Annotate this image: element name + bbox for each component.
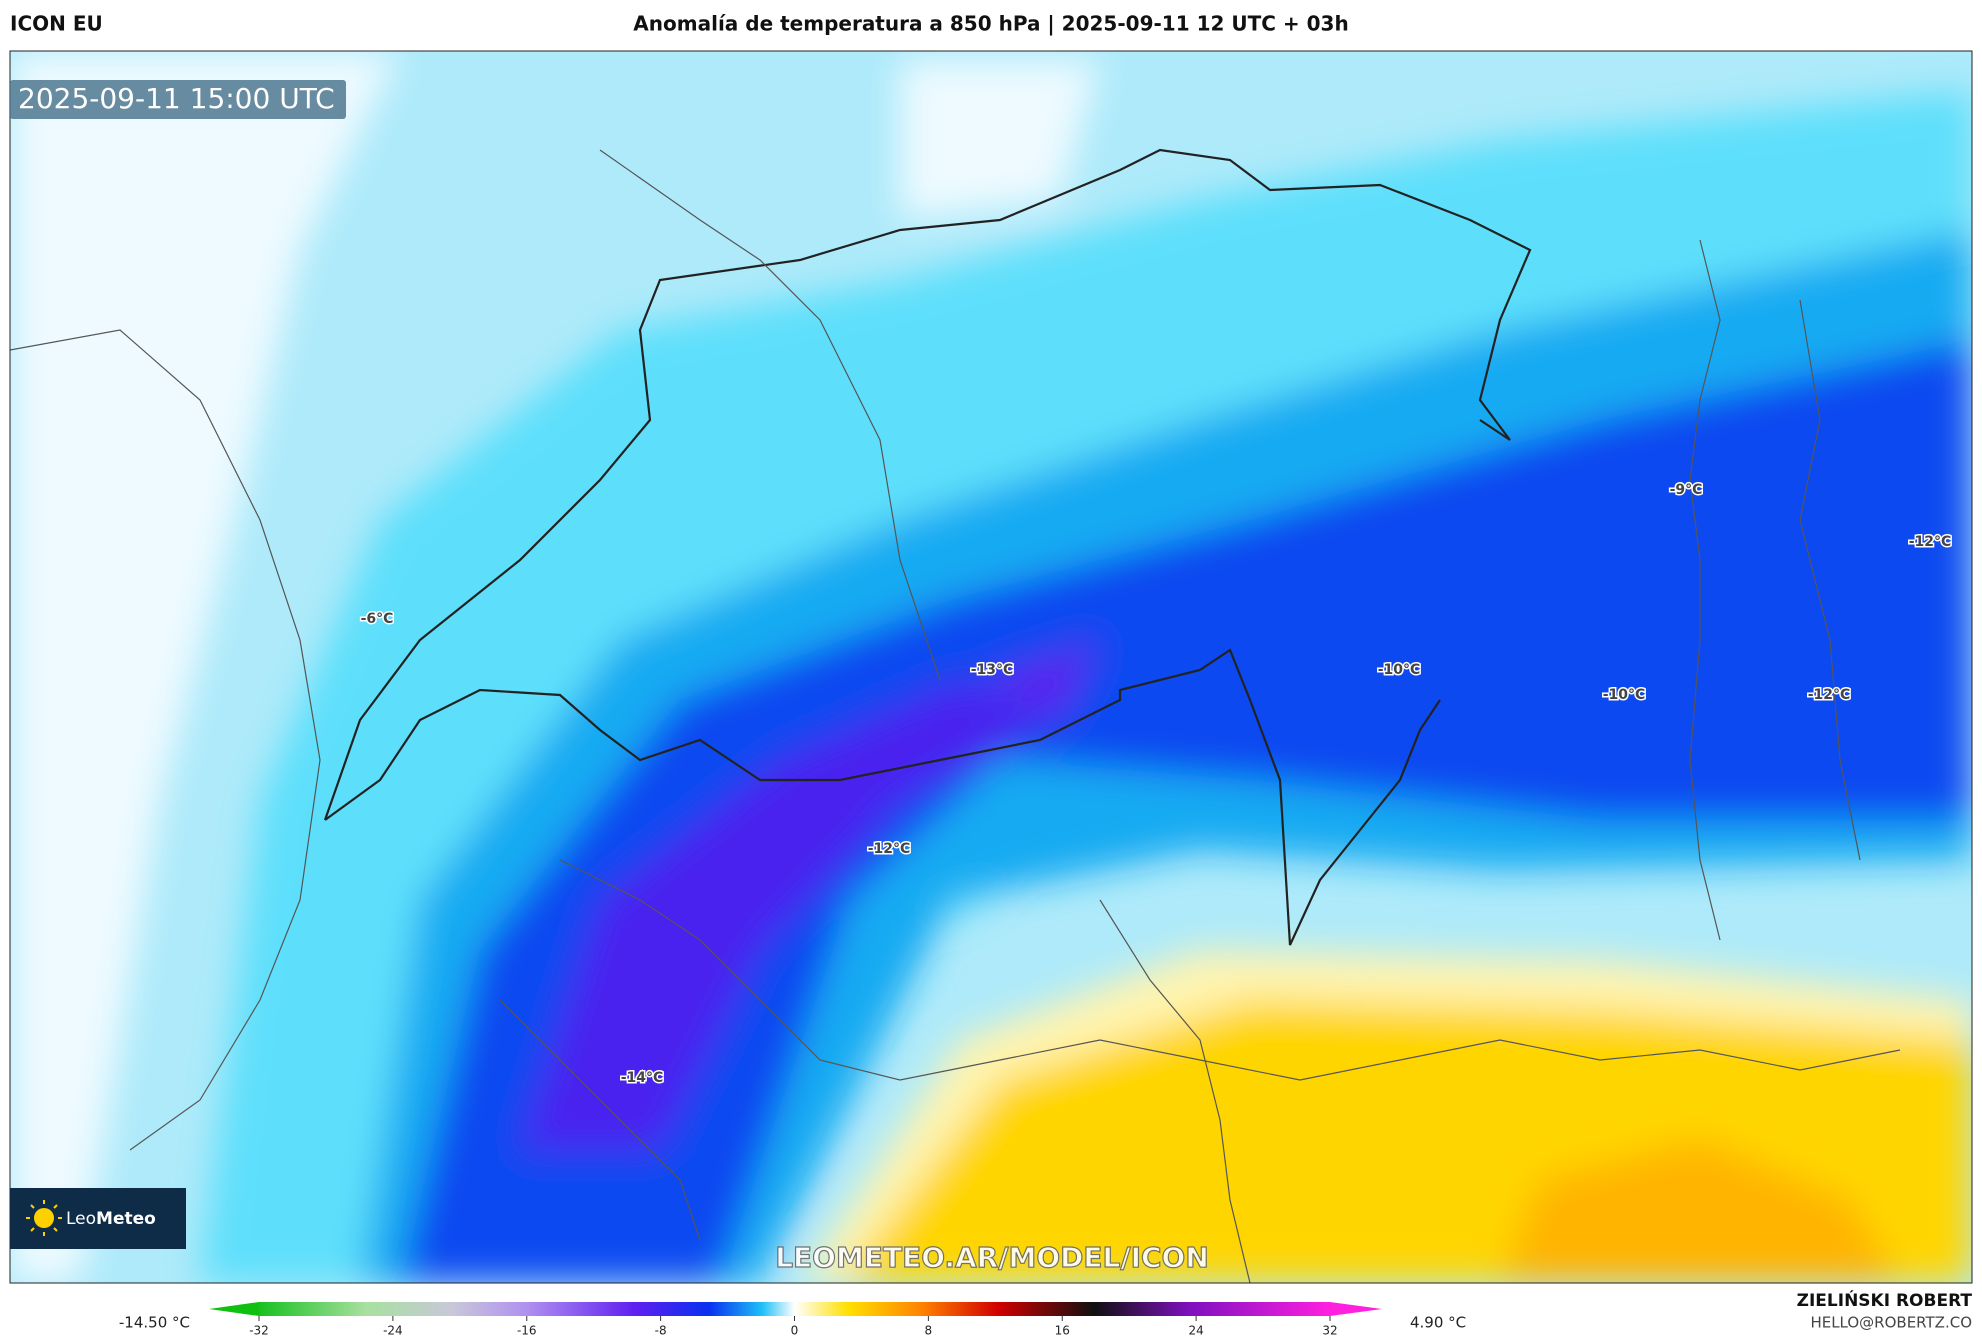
valid-time: 2025-09-11 15:00 UTC [18, 82, 335, 115]
map-frame [9, 50, 1973, 1284]
colorbar-tick-label: 0 [791, 1324, 799, 1338]
colorbar-tick-label: 8 [925, 1324, 933, 1338]
time-box [10, 80, 346, 119]
logo-text: LeoMeteo [66, 1209, 156, 1229]
contour-label: -12°C [1808, 687, 1851, 703]
colorbar-tick-label: -24 [383, 1324, 403, 1338]
min-label: -14.50 °C [119, 1314, 190, 1332]
author: ZIELIŃSKI ROBERT [1797, 1289, 1973, 1311]
logo-light: Leo [66, 1209, 96, 1229]
colorbar-tick-label: 16 [1055, 1324, 1070, 1338]
max-label: 4.90 °C [1410, 1314, 1466, 1332]
chart-title: Anomalía de temperatura a 850 hPa | 2025… [633, 12, 1348, 36]
contour-label: -10°C [1603, 687, 1646, 703]
colorbar-tick-label: -8 [655, 1324, 667, 1338]
map: -6°C -13°C -12°C -14°C -10°C -10°C -9°C -12°C -1… [10, 51, 1972, 1283]
logo-rays [26, 1200, 62, 1236]
contour-label: -9°C [1670, 482, 1703, 498]
contact: HELLO@ROBERTZ.CO [1810, 1314, 1972, 1332]
colorbar-tick-label: 24 [1188, 1324, 1203, 1338]
colorbar-tick-label: -32 [249, 1324, 269, 1338]
colorbar-tick-label: -16 [517, 1324, 537, 1338]
contour-label: -12°C [868, 841, 911, 857]
contour-label: -14°C [621, 1070, 664, 1086]
contour-label: -12°C [1909, 534, 1952, 550]
colorbar-tick-label: 32 [1322, 1324, 1337, 1338]
model-name: ICON EU [10, 12, 103, 36]
logo-sun [34, 1208, 54, 1228]
colorbar [259, 1302, 1330, 1316]
colorbar-max-arrow [1330, 1302, 1382, 1316]
contour-label: -6°C [361, 611, 394, 627]
colorbar-min-arrow [209, 1302, 259, 1316]
contour-label: -10°C [1378, 662, 1421, 678]
logo-bold: Meteo [96, 1209, 156, 1229]
contour-label: -13°C [971, 662, 1014, 678]
watermark: LEOMETEO.AR/MODEL/ICON [775, 1241, 1209, 1274]
